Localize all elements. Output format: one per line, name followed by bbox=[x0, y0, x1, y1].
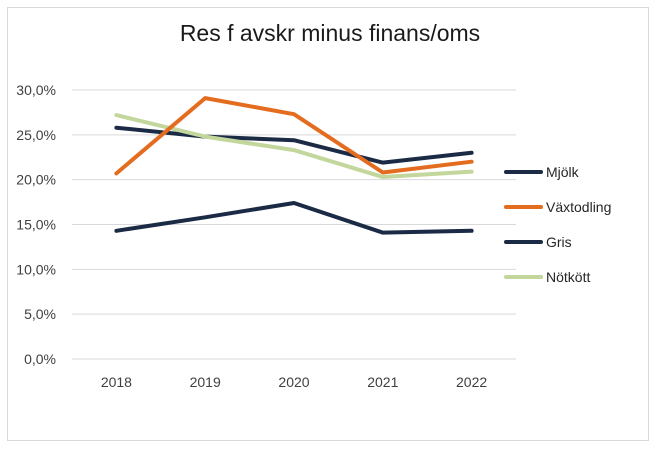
x-tick-label: 2021 bbox=[367, 374, 398, 390]
legend-label: Nötkött bbox=[546, 269, 590, 285]
chart-title: Res f avskr minus finans/oms bbox=[179, 20, 481, 46]
legend: Mjölk Växtodling Gris Nötkött bbox=[504, 164, 611, 285]
x-axis-ticks: 2018 2019 2020 2021 2022 bbox=[101, 374, 488, 390]
series-line-gris bbox=[114, 201, 474, 235]
x-tick-label: 2018 bbox=[101, 374, 132, 390]
x-tick-label: 2019 bbox=[190, 374, 221, 390]
gridlines bbox=[72, 89, 516, 360]
y-tick-label: 30,0% bbox=[16, 82, 56, 98]
legend-label: Mjölk bbox=[546, 164, 580, 180]
x-tick-label: 2020 bbox=[278, 374, 309, 390]
x-tick-label: 2022 bbox=[456, 374, 487, 390]
series-line-nötkött bbox=[114, 113, 474, 179]
legend-label: Gris bbox=[546, 234, 572, 250]
y-tick-label: 25,0% bbox=[16, 127, 56, 143]
legend-label: Växtodling bbox=[546, 199, 611, 215]
series-line-växtodling bbox=[114, 96, 474, 176]
series-line-mjölk bbox=[114, 125, 474, 165]
y-tick-label: 15,0% bbox=[16, 217, 56, 233]
y-tick-label: 10,0% bbox=[16, 261, 56, 277]
y-tick-label: 20,0% bbox=[16, 172, 56, 188]
y-tick-label: 0,0% bbox=[24, 351, 56, 367]
y-axis-ticks: 0,0% 5,0% 10,0% 15,0% 20,0% 25,0% 30,0% bbox=[16, 82, 56, 367]
y-tick-label: 5,0% bbox=[24, 306, 56, 322]
series-lines bbox=[114, 96, 474, 235]
